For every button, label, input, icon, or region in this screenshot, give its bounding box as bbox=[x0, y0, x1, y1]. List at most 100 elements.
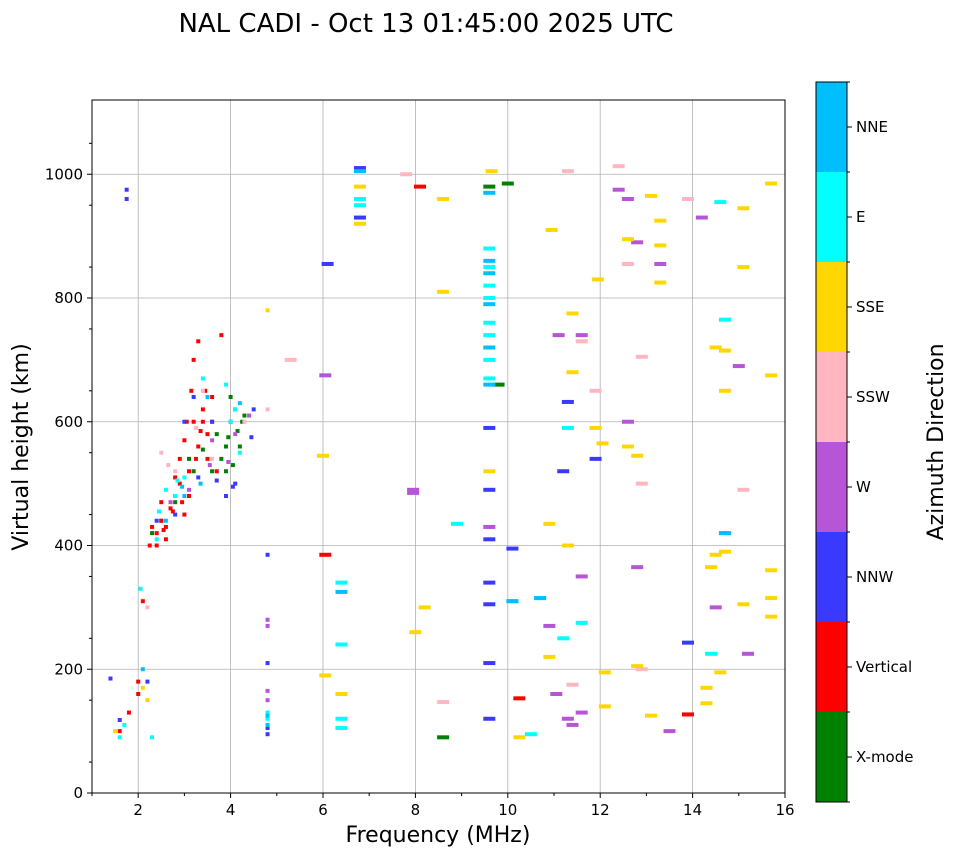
y-axis-label: Virtual height (km) bbox=[9, 343, 34, 550]
echo-point bbox=[265, 716, 270, 721]
echo-point bbox=[200, 388, 205, 393]
echo-point bbox=[154, 543, 159, 548]
echo-point bbox=[182, 494, 187, 498]
echo-point bbox=[173, 475, 178, 480]
echo-point bbox=[233, 432, 238, 437]
echo-point bbox=[237, 401, 242, 406]
echo-point bbox=[483, 283, 496, 288]
echo-point bbox=[191, 357, 196, 362]
echo-point bbox=[400, 172, 413, 177]
echo-point bbox=[200, 447, 205, 452]
echo-point bbox=[654, 243, 667, 248]
echo-point bbox=[561, 399, 574, 404]
echo-point bbox=[150, 531, 155, 536]
echo-point bbox=[247, 413, 252, 418]
echo-point bbox=[210, 419, 215, 424]
echo-point bbox=[147, 543, 152, 548]
echo-point bbox=[265, 661, 270, 666]
echo-point bbox=[177, 481, 182, 486]
echo-point bbox=[265, 732, 270, 737]
echo-point bbox=[612, 187, 625, 192]
echo-point bbox=[230, 484, 235, 489]
echo-point bbox=[159, 450, 164, 455]
echo-point bbox=[631, 664, 644, 669]
echo-point bbox=[168, 500, 173, 505]
echo-point bbox=[566, 311, 579, 316]
echo-point bbox=[485, 169, 498, 174]
echo-point bbox=[210, 395, 215, 399]
echo-point bbox=[145, 698, 150, 703]
echo-point bbox=[187, 487, 192, 492]
echo-point bbox=[219, 456, 224, 461]
echo-point bbox=[265, 726, 270, 731]
echo-point bbox=[223, 444, 228, 449]
echo-point bbox=[557, 469, 570, 474]
echo-point bbox=[189, 388, 194, 393]
y-tick-label: 200 bbox=[54, 660, 83, 678]
echo-point bbox=[140, 599, 145, 604]
echo-point bbox=[180, 500, 185, 505]
data-points bbox=[108, 164, 778, 740]
echo-point bbox=[117, 729, 122, 734]
series-e bbox=[117, 197, 731, 740]
echo-point bbox=[561, 169, 574, 174]
echo-point bbox=[117, 717, 122, 722]
echo-point bbox=[187, 469, 192, 474]
colorbar-swatch bbox=[816, 532, 847, 622]
echo-point bbox=[524, 732, 537, 737]
grid-lines bbox=[92, 100, 786, 793]
echo-point bbox=[136, 692, 141, 696]
echo-point bbox=[737, 265, 750, 270]
echo-point bbox=[737, 206, 750, 211]
colorbar-label-w: W bbox=[856, 478, 871, 496]
echo-point bbox=[483, 302, 496, 307]
echo-point bbox=[709, 605, 722, 610]
echo-point bbox=[483, 537, 496, 542]
echo-point bbox=[437, 197, 450, 201]
echo-point bbox=[575, 710, 588, 715]
echo-point bbox=[124, 197, 129, 201]
series-nnw bbox=[108, 166, 694, 737]
echo-point bbox=[621, 419, 634, 424]
echo-point bbox=[166, 463, 171, 468]
echo-point bbox=[198, 429, 203, 434]
echo-point bbox=[203, 388, 208, 393]
echo-point bbox=[654, 280, 667, 285]
echo-point bbox=[501, 181, 514, 186]
echo-point bbox=[407, 490, 420, 495]
echo-point bbox=[196, 475, 201, 480]
echo-point bbox=[265, 407, 270, 412]
x-tick-label: 16 bbox=[775, 801, 794, 819]
echo-point bbox=[566, 682, 579, 687]
echo-point bbox=[136, 679, 141, 684]
echo-point bbox=[205, 432, 210, 437]
echo-point bbox=[175, 478, 180, 483]
echo-point bbox=[156, 509, 161, 514]
echo-point bbox=[187, 456, 192, 461]
echo-point bbox=[714, 670, 727, 675]
echo-point bbox=[483, 333, 496, 338]
echo-point bbox=[635, 481, 648, 486]
echo-point bbox=[265, 308, 270, 313]
echo-point bbox=[138, 586, 143, 591]
x-tick-label: 4 bbox=[226, 801, 236, 819]
echo-point bbox=[335, 589, 348, 594]
echo-point bbox=[483, 487, 496, 492]
colorbar-swatch bbox=[816, 82, 847, 172]
echo-point bbox=[353, 166, 366, 171]
echo-point bbox=[210, 456, 215, 461]
echo-point bbox=[173, 494, 178, 498]
echo-point bbox=[621, 444, 634, 449]
echo-point bbox=[718, 317, 731, 322]
echo-point bbox=[718, 348, 731, 353]
echo-point bbox=[631, 240, 644, 245]
echo-point bbox=[437, 700, 450, 705]
y-axis: 0 200 400 600 800 1000 bbox=[45, 142, 92, 802]
echo-point bbox=[700, 685, 713, 690]
echo-point bbox=[645, 193, 658, 198]
x-tick-label: 14 bbox=[683, 801, 702, 819]
echo-point bbox=[150, 735, 155, 740]
echo-point bbox=[335, 726, 348, 731]
echo-point bbox=[233, 481, 238, 486]
echo-point bbox=[161, 528, 166, 533]
